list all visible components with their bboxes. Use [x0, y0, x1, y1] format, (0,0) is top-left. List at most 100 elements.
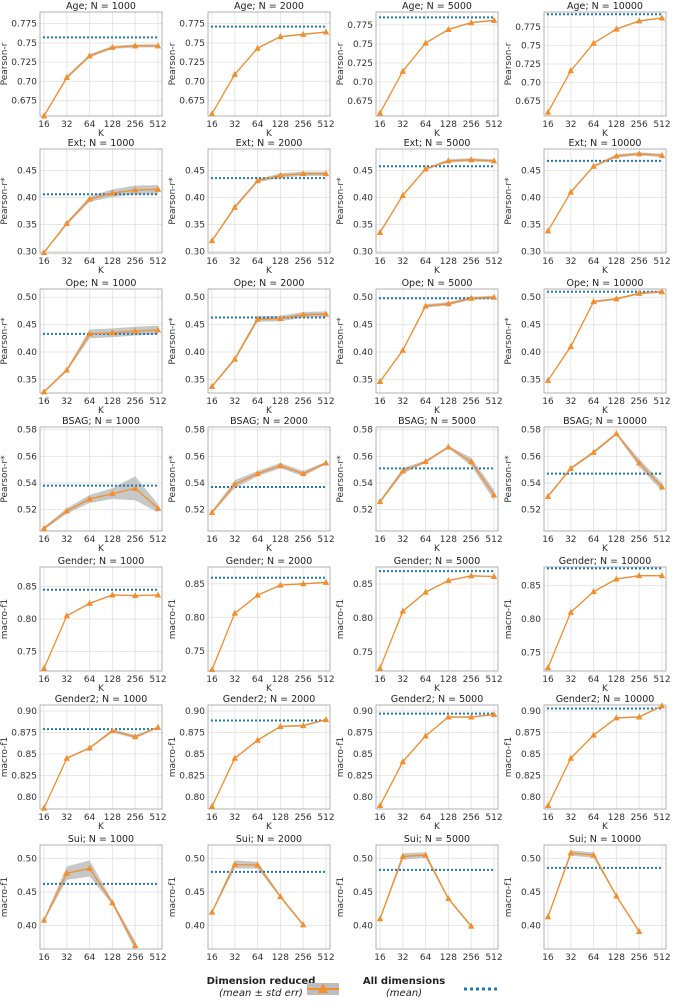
y-tick-label: 0.725: [11, 58, 37, 68]
plot-frame: [543, 288, 667, 394]
subplot-title: Ext; N = 5000: [404, 138, 471, 149]
subplot-title: Gender2; N = 5000: [391, 694, 484, 705]
y-tick-label: 0.70: [521, 79, 541, 89]
y-tick-label: 0.30: [353, 247, 373, 257]
y-axis-label: macro-f1: [504, 599, 514, 640]
data-point-marker: [86, 52, 93, 59]
x-tick-label: 128: [104, 120, 121, 130]
x-tick-label: 512: [149, 397, 166, 407]
subplot-title: Ope; N = 5000: [402, 278, 473, 289]
subplot-title: Sui; N = 2000: [236, 834, 302, 845]
subplot-title: Gender2; N = 1000: [55, 694, 148, 705]
x-tick-label: 128: [608, 953, 625, 962]
y-tick-label: 0.75: [185, 647, 205, 657]
data-point-marker: [322, 28, 330, 35]
x-tick-label: 128: [440, 675, 457, 685]
subplot: 0.80 0.825 0.85 0.875 0.90 16 32 64 128 256 512 Kma…: [0, 694, 167, 832]
std-err-band: [548, 152, 662, 232]
subplot-title: Age; N = 2000: [234, 1, 304, 12]
data-point-marker: [590, 448, 597, 455]
y-tick-label: 0.58: [185, 426, 205, 436]
subplot: 0.400.450.50163264128256512Kmacro-f1Sui;…: [504, 834, 671, 962]
x-tick-label: 256: [463, 257, 480, 267]
plot-frame: [375, 148, 499, 254]
y-tick-label: 0.75: [353, 648, 373, 658]
data-point-marker: [658, 702, 666, 709]
x-tick-label: 128: [608, 257, 625, 267]
data-point-marker: [544, 664, 552, 671]
data-point-marker: [544, 802, 552, 809]
x-tick-label: 16: [38, 120, 50, 130]
mean-line: [211, 313, 327, 387]
y-tick-label: 0.56: [353, 452, 373, 462]
x-tick-label: 64: [84, 397, 96, 407]
y-tick-label: 0.75: [353, 40, 373, 50]
subplot: 0.675 0.70 0.725 0.75 0.775 16 32 64 128 256 512 K P…: [336, 1, 503, 139]
mean-line: [43, 594, 159, 669]
x-tick-label: 512: [317, 397, 334, 407]
x-tick-label: 128: [272, 953, 289, 962]
y-tick-label: 0.45: [185, 321, 205, 331]
x-tick-label: 128: [272, 675, 289, 685]
data-point-marker: [445, 577, 452, 584]
data-point-marker: [567, 67, 574, 74]
data-point-marker: [590, 851, 597, 858]
y-tick-label: 0.54: [521, 479, 541, 489]
data-point-marker: [254, 861, 261, 868]
y-tick-label: 0.45: [17, 321, 37, 331]
data-point-marker: [376, 664, 384, 671]
data-point-marker: [154, 185, 162, 192]
subplot: 0.675 0.70 0.725 0.75 0.775 16 32 64 128 256 512 K P…: [0, 1, 167, 139]
subplot: 0.52 0.54 0.56 0.58 16 32 64 128 256 512 K Pearson-…: [0, 416, 167, 554]
data-point-marker: [40, 664, 48, 671]
x-tick-label: 64: [252, 813, 264, 823]
x-tick-label: 32: [229, 257, 240, 267]
x-tick-label: 16: [542, 257, 554, 267]
x-tick-label: 32: [61, 813, 72, 823]
y-tick-label: 0.54: [17, 479, 37, 489]
y-tick-label: 0.54: [353, 479, 373, 489]
data-point-marker: [613, 25, 620, 32]
y-tick-label: 0.45: [353, 888, 373, 898]
data-point-marker: [300, 311, 307, 318]
y-tick-label: 0.675: [179, 97, 205, 107]
data-point-marker: [40, 524, 48, 531]
data-point-marker: [658, 14, 666, 21]
y-tick-label: 0.85: [521, 582, 541, 592]
data-point-marker: [300, 30, 307, 37]
std-err-band: [212, 171, 326, 242]
x-tick-label: 32: [565, 397, 576, 407]
y-tick-label: 0.56: [521, 452, 541, 462]
y-tick-label: 0.50: [17, 293, 37, 303]
x-tick-label: 512: [485, 120, 502, 130]
x-tick-label: 512: [653, 535, 670, 545]
x-tick-label: 64: [84, 675, 96, 685]
legend: Dimension reduced (mean ± std err) All d…: [0, 972, 676, 1008]
plot-frame: [375, 844, 499, 950]
x-tick-label: 32: [565, 257, 576, 267]
x-tick-label: 512: [653, 953, 670, 962]
data-point-marker: [208, 237, 216, 244]
x-axis-label: K: [98, 822, 105, 832]
x-tick-label: 256: [631, 257, 648, 267]
y-tick-label: 0.825: [515, 771, 541, 781]
x-tick-label: 64: [252, 257, 264, 267]
y-tick-label: 0.50: [353, 293, 373, 303]
y-tick-label: 0.58: [353, 426, 373, 436]
data-point-marker: [422, 302, 429, 309]
x-tick-label: 512: [485, 813, 502, 823]
subplot: 0.80 0.825 0.85 0.875 0.90 16 32 64 128 256 512 Kma…: [336, 694, 503, 832]
data-point-marker: [86, 599, 93, 606]
x-tick-label: 16: [206, 535, 218, 545]
x-tick-label: 256: [127, 397, 144, 407]
x-tick-label: 16: [542, 120, 554, 130]
subplot: 0.80 0.825 0.85 0.875 0.90 16 32 64 128 256 512 Kma…: [168, 694, 335, 832]
x-axis-label: K: [602, 406, 609, 416]
data-point-marker: [636, 17, 643, 24]
x-tick-label: 32: [229, 813, 240, 823]
plot-frame: [375, 288, 499, 394]
subplot: 0.30 0.35 0.40 0.45 16 32 64 128 256 512 K Pearson-…: [336, 138, 503, 276]
std-err-band: [548, 575, 662, 669]
y-tick-label: 0.45: [17, 888, 37, 898]
